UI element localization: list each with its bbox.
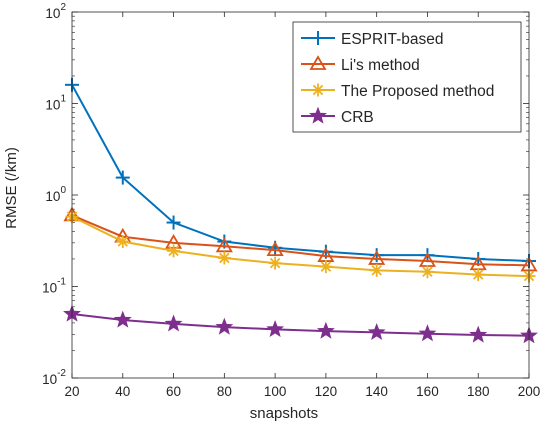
data-point <box>266 241 284 256</box>
data-point <box>418 324 437 342</box>
series-crb <box>63 304 538 344</box>
y-tick-base: 10 <box>45 98 60 113</box>
x-tick-label: 60 <box>166 384 181 399</box>
y-tick-base: 10 <box>42 281 57 296</box>
series-line <box>71 215 530 278</box>
x-tick-label: 40 <box>115 384 130 399</box>
legend-entry: ESPRIT-based <box>301 31 444 48</box>
x-tick-label: 80 <box>217 384 232 399</box>
legend-marker <box>309 106 327 124</box>
x-axis-label: snapshots <box>250 405 318 422</box>
y-tick-base: 10 <box>45 6 60 21</box>
series-layer <box>63 77 538 344</box>
data-point <box>319 260 333 274</box>
data-point <box>370 263 384 277</box>
y-tick-exponent: -1 <box>57 277 66 288</box>
legend-marker <box>311 83 325 97</box>
x-tick-label: 140 <box>365 384 388 399</box>
y-tick-label: 10-2 <box>42 368 66 387</box>
data-point <box>316 321 335 339</box>
legend-label: CRB <box>341 109 374 126</box>
x-tick-label: 100 <box>264 384 287 399</box>
data-point <box>217 251 231 265</box>
series-the-proposed-method <box>65 210 536 283</box>
data-point <box>469 325 488 343</box>
y-tick-label: 101 <box>45 94 66 113</box>
data-point <box>115 170 130 185</box>
legend-marker <box>311 31 325 45</box>
legend-label: Li's method <box>341 57 420 74</box>
data-point <box>215 317 234 335</box>
legend-box <box>292 21 522 133</box>
legend-entry: The Proposed method <box>301 83 494 100</box>
data-point <box>164 314 183 332</box>
y-tick-exponent: 0 <box>60 185 66 196</box>
y-tick-base: 10 <box>42 372 57 387</box>
legend-label: The Proposed method <box>341 83 494 100</box>
y-tick-exponent: 2 <box>60 2 66 13</box>
series-line <box>71 84 530 262</box>
data-point <box>113 310 132 328</box>
data-point <box>266 319 285 337</box>
x-axis-ticks: 20 40 60 80 100 120 140 160 180 200 <box>64 12 540 399</box>
legend-label: ESPRIT-based <box>341 31 444 48</box>
y-tick-label: 100 <box>45 185 66 204</box>
legend-marker <box>309 55 327 70</box>
y-tick-base: 10 <box>45 189 60 204</box>
data-point <box>215 237 233 253</box>
y-tick-exponent: 1 <box>60 94 66 105</box>
y-tick-label: 102 <box>45 2 66 21</box>
data-point <box>166 215 181 230</box>
series-line <box>71 214 530 267</box>
data-point <box>167 244 181 258</box>
y-tick-label: 10-1 <box>42 277 66 296</box>
x-tick-label: 180 <box>467 384 490 399</box>
x-tick-label: 120 <box>315 384 338 399</box>
legend-entry: CRB <box>301 106 374 126</box>
data-point <box>116 235 130 249</box>
y-axis-label: RMSE (/km) <box>3 147 20 229</box>
x-tick-label: 200 <box>518 384 541 399</box>
series-line <box>71 313 530 337</box>
x-tick-label: 160 <box>416 384 439 399</box>
data-point <box>268 256 282 270</box>
x-tick-label: 20 <box>64 384 79 399</box>
legend-entry: Li's method <box>301 55 420 74</box>
data-point <box>367 322 386 341</box>
data-point <box>420 265 434 279</box>
legend: ESPRIT-based Li's method The Proposed meth… <box>292 21 522 133</box>
y-tick-exponent: -2 <box>57 368 66 379</box>
data-point <box>471 268 485 282</box>
